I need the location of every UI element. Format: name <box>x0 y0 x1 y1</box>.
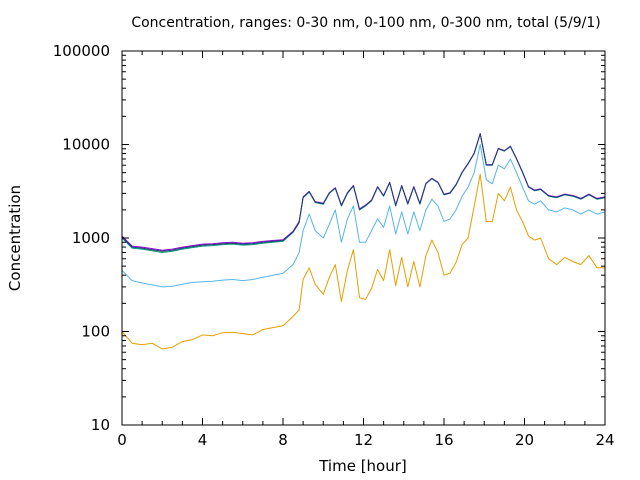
x-axis-label: Time [hour] <box>318 457 407 475</box>
x-tick-label: 16 <box>434 431 453 449</box>
y-tick-label: 100000 <box>53 42 110 60</box>
x-tick-label: 4 <box>198 431 208 449</box>
chart-title: Concentration, ranges: 0-30 nm, 0-100 nm… <box>131 15 600 31</box>
x-tick-label: 20 <box>515 431 534 449</box>
x-tick-label: 0 <box>117 431 127 449</box>
y-axis-label: Concentration <box>6 185 24 291</box>
x-tick-label: 12 <box>354 431 373 449</box>
x-tick-label: 24 <box>595 431 614 449</box>
y-tick-label: 10 <box>91 416 110 434</box>
series-line-5 <box>121 133 606 252</box>
series-line-1 <box>121 173 605 350</box>
series-line-4 <box>121 133 606 251</box>
ticks-layer: 0 4 8 12 16 20 24 10 100 1000 10000 100000 <box>53 42 615 449</box>
series-line-2 <box>121 144 606 288</box>
y-tick-label: 1000 <box>72 229 110 247</box>
series-layer <box>121 133 606 350</box>
y-tick-label: 10000 <box>62 136 110 154</box>
plot-frame <box>121 50 606 426</box>
series-line-3 <box>121 133 606 253</box>
x-tick-label: 8 <box>278 431 288 449</box>
y-tick-label: 100 <box>81 323 110 341</box>
